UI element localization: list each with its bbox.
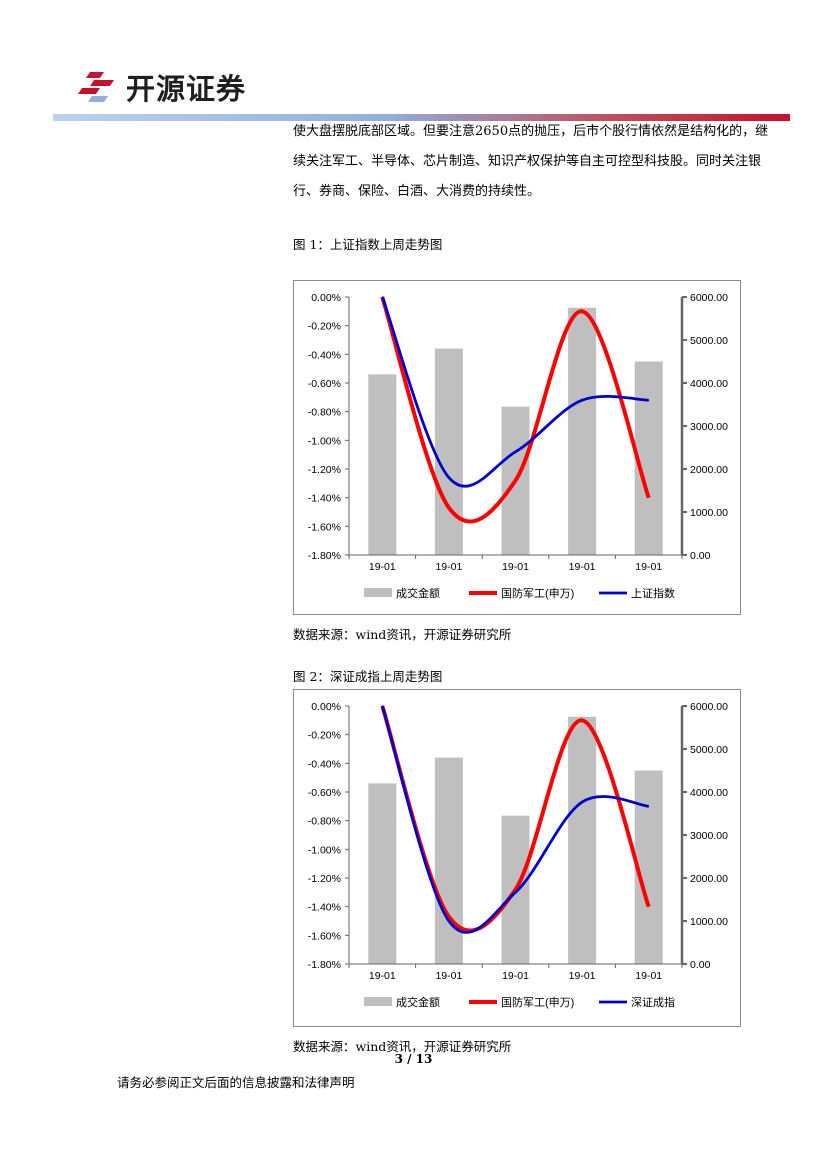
left-tick-label: -0.40% — [308, 349, 341, 361]
series-2-point-1 — [381, 705, 383, 707]
x-tick-label: 19-01 — [635, 970, 662, 982]
right-tick-label: 0.00 — [690, 550, 711, 562]
series-1-point-3 — [515, 888, 516, 890]
x-tick-label: 19-01 — [435, 561, 462, 573]
left-tick-label: -0.20% — [308, 730, 341, 742]
left-tick-label: -0.40% — [308, 758, 341, 770]
series-2-point-5 — [648, 399, 650, 401]
figure-1-caption: 图 1：上证指数上周走势图 — [293, 237, 443, 252]
series-1-point-3 — [515, 479, 516, 481]
x-tick-label: 19-01 — [569, 561, 596, 573]
left-tick-label: -0.60% — [308, 787, 341, 799]
legend-label: 国防军工(申万) — [501, 995, 574, 1009]
series-2-point-3 — [515, 451, 516, 453]
series-2-point-3 — [515, 891, 516, 893]
left-tick-label: -1.00% — [308, 844, 341, 856]
chart-1-svg: 0.00% -0.20% -0.40% -0.60% -0.80% -1.00% -1.20… — [308, 292, 728, 600]
right-tick-label: 3000.00 — [690, 830, 728, 842]
legend-swatch-bar — [364, 588, 392, 597]
legend-label: 深证成指 — [631, 995, 675, 1009]
left-tick-label: -1.40% — [308, 902, 341, 914]
legend-label: 上证指数 — [631, 586, 675, 600]
left-tick-label: -1.80% — [308, 959, 341, 971]
header-rule — [53, 114, 790, 121]
left-tick-label: 0.00% — [311, 701, 341, 713]
x-tick-label: 19-01 — [435, 970, 462, 982]
right-tick-label: 4000.00 — [690, 378, 728, 390]
left-tick-label: -1.20% — [308, 873, 341, 885]
x-tick-label: 19-01 — [569, 970, 596, 982]
footer-disclaimer: 请务必参阅正文后面的信息披露和法律声明 — [117, 1075, 355, 1090]
logo-text: 开源证券 — [126, 72, 247, 106]
bar-1 — [368, 783, 397, 964]
x-tick-label: 19-01 — [502, 970, 529, 982]
left-tick-label: -1.60% — [308, 521, 341, 533]
left-tick-label: -1.60% — [308, 930, 341, 942]
left-tick-label: -1.80% — [308, 550, 341, 562]
series-1-point-5 — [648, 906, 650, 908]
right-tick-label: 5000.00 — [690, 335, 728, 347]
legend-label: 成交金额 — [396, 586, 440, 600]
chart-2-svg: 0.00% -0.20% -0.40% -0.60% -0.80% -1.00% -1.20… — [308, 701, 728, 1009]
right-tick-label: 4000.00 — [690, 787, 728, 799]
series-1-point-2 — [448, 916, 450, 918]
series-2-point-1 — [381, 296, 383, 298]
right-tick-label: 3000.00 — [690, 421, 728, 433]
legend-label: 成交金额 — [396, 995, 440, 1009]
series-line-2 — [380, 296, 649, 488]
bar-1 — [368, 374, 397, 555]
series-2-point-5 — [648, 805, 650, 807]
figure-2-chart: 0.00% -0.20% -0.40% -0.60% -0.80% -1.00% -1.20… — [293, 689, 741, 1027]
left-tick-label: -1.40% — [308, 493, 341, 505]
left-tick-label: -0.80% — [308, 816, 341, 828]
series-2-point-2 — [448, 920, 450, 922]
right-tick-label: 5000.00 — [690, 744, 728, 756]
figure-2-source: 数据来源：wind资讯，开源证券研究所 — [293, 1039, 512, 1054]
x-tick-label: 19-01 — [502, 561, 529, 573]
right-tick-label: 2000.00 — [690, 464, 728, 476]
bar-4 — [568, 716, 597, 964]
right-tick-label: 1000.00 — [690, 507, 728, 519]
body-paragraph: 使大盘摆脱底部区域。但要注意2650点的抛压，后市个股行情依然是结构化的，继续关… — [293, 124, 769, 199]
x-tick-label: 19-01 — [369, 970, 396, 982]
figure-1-source: 数据来源：wind资讯，开源证券研究所 — [293, 627, 512, 642]
series-2-point-4 — [581, 801, 583, 803]
page-number: 3 / 13 — [394, 1052, 433, 1066]
series-1-point-4 — [581, 719, 583, 721]
left-tick-label: -0.60% — [308, 378, 341, 390]
right-tick-label: 6000.00 — [690, 701, 728, 713]
x-tick-label: 19-01 — [369, 561, 396, 573]
right-tick-label: 1000.00 — [690, 916, 728, 928]
figure-1-chart: 0.00% -0.20% -0.40% -0.60% -0.80% -1.00% -1.20… — [293, 280, 741, 615]
legend-label: 国防军工(申万) — [501, 586, 574, 600]
series-1-point-2 — [448, 507, 450, 509]
figure-2-caption: 图 2：深证成指上周走势图 — [293, 669, 443, 684]
series-1-point-5 — [648, 497, 650, 499]
right-tick-label: 2000.00 — [690, 873, 728, 885]
bar-4 — [568, 307, 597, 555]
series-line-2 — [380, 705, 649, 934]
series-2-point-4 — [581, 399, 583, 401]
left-tick-label: -1.20% — [308, 464, 341, 476]
left-tick-label: 0.00% — [311, 292, 341, 304]
series-1-point-4 — [581, 310, 583, 312]
left-tick-label: -0.20% — [308, 321, 341, 333]
bar-2 — [434, 757, 463, 964]
logo-icon — [78, 72, 114, 102]
series-2-point-2 — [448, 477, 450, 479]
left-tick-label: -1.00% — [308, 435, 341, 447]
x-tick-label: 19-01 — [635, 561, 662, 573]
left-tick-label: -0.80% — [308, 407, 341, 419]
right-tick-label: 6000.00 — [690, 292, 728, 304]
series-line-1 — [380, 296, 651, 524]
bar-2 — [434, 348, 463, 555]
legend-swatch-bar — [364, 997, 392, 1006]
right-tick-label: 0.00 — [690, 959, 711, 971]
